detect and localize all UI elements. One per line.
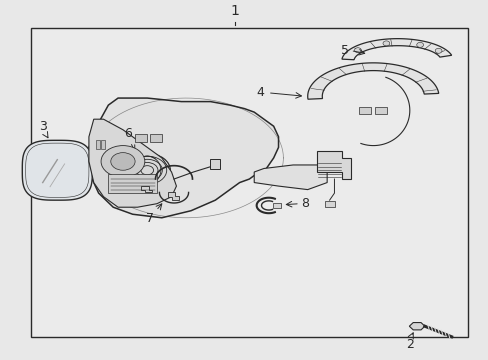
Circle shape xyxy=(434,48,441,53)
Bar xyxy=(96,140,100,149)
Circle shape xyxy=(382,41,389,46)
Polygon shape xyxy=(408,323,424,330)
Circle shape xyxy=(101,145,144,177)
Polygon shape xyxy=(167,193,179,200)
Bar xyxy=(358,107,370,114)
Polygon shape xyxy=(89,98,278,218)
Bar xyxy=(149,134,162,142)
Bar xyxy=(210,159,220,169)
Polygon shape xyxy=(254,165,326,190)
Polygon shape xyxy=(317,151,351,179)
Bar xyxy=(374,107,386,114)
Polygon shape xyxy=(307,63,438,99)
Ellipse shape xyxy=(124,153,170,187)
Bar xyxy=(101,140,105,149)
Polygon shape xyxy=(141,186,152,193)
Text: 1: 1 xyxy=(230,4,239,18)
Text: 6: 6 xyxy=(123,127,131,140)
Polygon shape xyxy=(22,140,92,200)
Text: 4: 4 xyxy=(256,86,264,99)
Circle shape xyxy=(416,42,423,47)
Bar xyxy=(272,203,281,208)
Text: 5: 5 xyxy=(340,44,348,57)
Text: 2: 2 xyxy=(405,338,413,351)
Polygon shape xyxy=(89,119,176,207)
Bar xyxy=(30,28,467,337)
Circle shape xyxy=(111,153,135,170)
Text: 3: 3 xyxy=(39,120,46,133)
Bar xyxy=(108,174,157,193)
Text: 7: 7 xyxy=(145,212,153,225)
Polygon shape xyxy=(341,39,451,60)
Bar xyxy=(135,134,147,142)
Circle shape xyxy=(354,48,361,53)
Text: 8: 8 xyxy=(301,197,309,210)
Bar xyxy=(324,201,335,207)
